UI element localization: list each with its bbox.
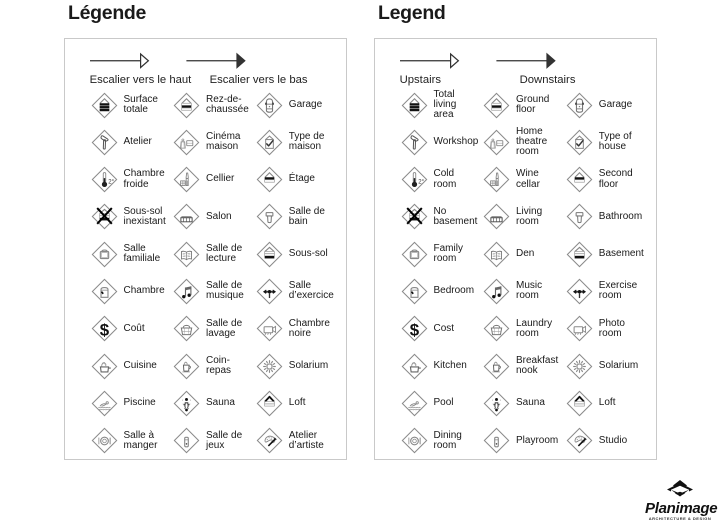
svg-text:$: $ — [99, 321, 109, 340]
svg-text:2°: 2° — [108, 180, 114, 186]
svg-text:$: $ — [409, 321, 419, 340]
svg-text:2°: 2° — [418, 180, 424, 186]
